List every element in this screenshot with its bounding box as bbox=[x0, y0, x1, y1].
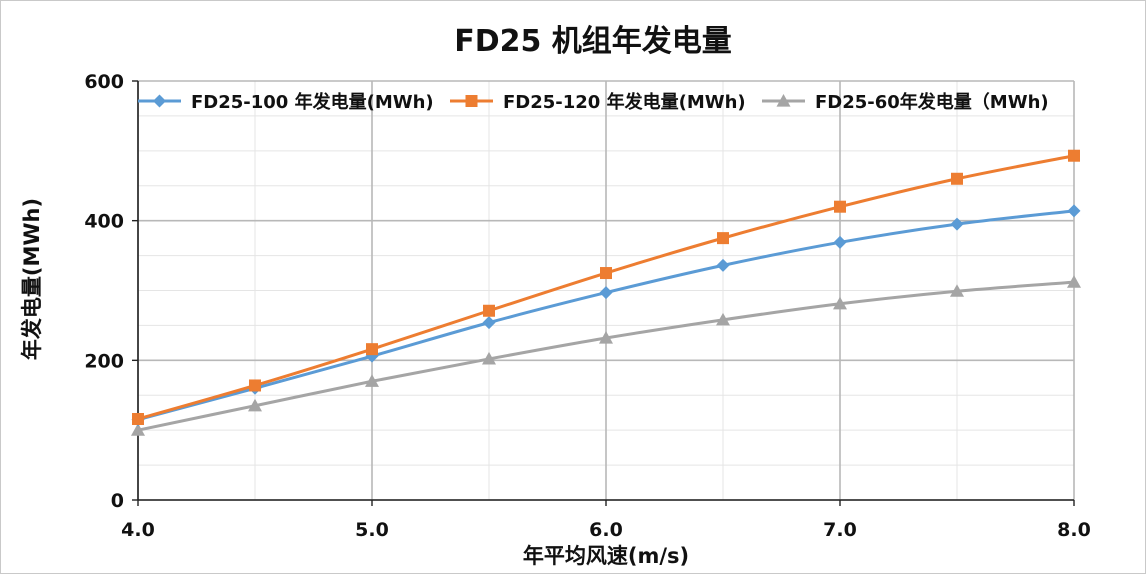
y-tick-label: 400 bbox=[84, 211, 124, 233]
data-point-square bbox=[717, 232, 729, 245]
data-point-triangle bbox=[716, 312, 730, 326]
data-point-square bbox=[366, 343, 378, 356]
data-point-square bbox=[600, 267, 612, 280]
legend-item: FD25-120 年发电量(MWh) bbox=[450, 91, 746, 113]
data-point-triangle bbox=[1067, 275, 1081, 288]
data-point-square bbox=[249, 379, 261, 392]
data-point-square bbox=[1068, 149, 1080, 162]
data-point-triangle bbox=[248, 398, 262, 412]
data-point-triangle bbox=[482, 351, 496, 365]
x-tick-label: 4.0 bbox=[121, 519, 155, 541]
axis-ticks: 4.0 5.0 6.0 7.0 8.0 0 200 400 600 bbox=[84, 71, 1091, 541]
data-point-diamond bbox=[599, 286, 613, 300]
legend-marker-square bbox=[465, 95, 478, 107]
data-point-square bbox=[132, 412, 144, 425]
legend-marker-triangle bbox=[776, 94, 791, 107]
legend-marker-diamond bbox=[153, 94, 166, 108]
x-tick-label: 7.0 bbox=[823, 519, 857, 541]
data-point-triangle bbox=[131, 423, 145, 436]
y-tick-label: 0 bbox=[111, 490, 124, 512]
series-square bbox=[132, 149, 1080, 425]
data-point-triangle bbox=[599, 330, 613, 344]
data-point-diamond bbox=[716, 258, 730, 272]
data-point-diamond bbox=[482, 316, 496, 330]
legend-item: FD25-60年发电量（MWh) bbox=[762, 91, 1049, 113]
data-point-triangle bbox=[833, 296, 847, 310]
y-tick-label: 200 bbox=[84, 350, 124, 372]
legend-label: FD25-100 年发电量(MWh) bbox=[191, 91, 434, 113]
data-point-diamond bbox=[950, 217, 964, 231]
data-point-square bbox=[483, 304, 495, 317]
series-line bbox=[136, 209, 1076, 422]
series-triangle bbox=[131, 275, 1081, 436]
series-diamond bbox=[131, 204, 1081, 427]
data-point-triangle bbox=[365, 374, 379, 387]
chart-title: FD25 机组年发电量 bbox=[454, 24, 732, 59]
y-tick-label: 600 bbox=[84, 71, 124, 93]
data-point-diamond bbox=[1067, 204, 1081, 218]
data-series bbox=[131, 149, 1081, 436]
legend-item: FD25-100 年发电量(MWh) bbox=[138, 91, 434, 113]
data-point-triangle bbox=[950, 284, 964, 297]
legend-label: FD25-120 年发电量(MWh) bbox=[503, 91, 746, 113]
y-axis-label: 年发电量(MWh) bbox=[20, 198, 44, 360]
x-tick-label: 6.0 bbox=[589, 519, 623, 541]
legend: FD25-100 年发电量(MWh) FD25-120 年发电量(MWh) FD25… bbox=[138, 91, 1049, 113]
data-point-diamond bbox=[833, 235, 847, 249]
data-point-square bbox=[834, 200, 846, 213]
legend-label: FD25-60年发电量（MWh) bbox=[815, 91, 1049, 113]
x-tick-label: 5.0 bbox=[355, 519, 389, 541]
x-tick-label: 8.0 bbox=[1057, 519, 1091, 541]
x-axis-label: 年平均风速(m/s) bbox=[523, 544, 689, 568]
data-point-square bbox=[951, 172, 963, 185]
